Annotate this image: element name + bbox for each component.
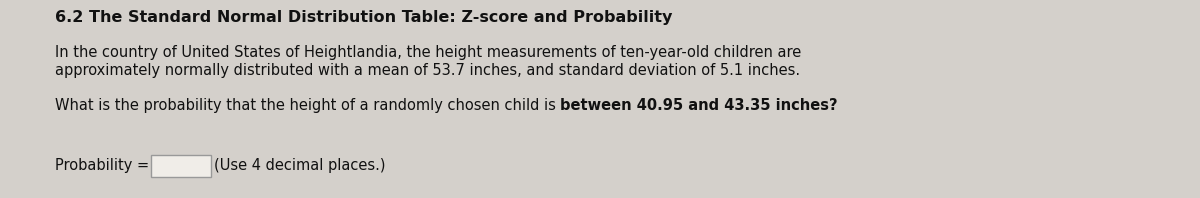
Text: (Use 4 decimal places.): (Use 4 decimal places.) bbox=[214, 158, 385, 173]
Text: What is the probability that the height of a randomly chosen child is: What is the probability that the height … bbox=[55, 98, 560, 113]
Text: approximately normally distributed with a mean of 53.7 inches, and standard devi: approximately normally distributed with … bbox=[55, 63, 800, 78]
FancyBboxPatch shape bbox=[151, 155, 210, 177]
Text: between 40.95 and 43.35 inches?: between 40.95 and 43.35 inches? bbox=[560, 98, 838, 113]
Text: Probability =: Probability = bbox=[55, 158, 149, 173]
Text: 6.2 The Standard Normal Distribution Table: Z-score and Probability: 6.2 The Standard Normal Distribution Tab… bbox=[55, 10, 672, 25]
Text: In the country of United States of Heightlandia, the height measurements of ten-: In the country of United States of Heigh… bbox=[55, 45, 802, 60]
